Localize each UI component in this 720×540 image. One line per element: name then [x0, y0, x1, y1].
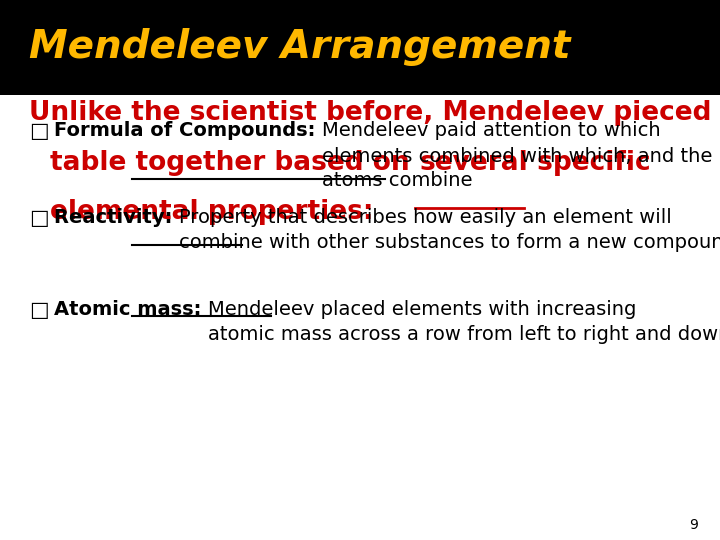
Text: Property that describes how easily an element will
combine with other substances: Property that describes how easily an el…	[179, 208, 720, 252]
Text: □: □	[29, 300, 48, 320]
Text: Unlike the scientist before, Mendeleev pieced the: Unlike the scientist before, Mendeleev p…	[29, 100, 720, 126]
Text: Reactivity: Reactivity	[54, 208, 165, 227]
Text: Mendeleev placed elements with increasing
atomic mass across a row from left to : Mendeleev placed elements with increasin…	[208, 300, 720, 343]
Text: Formula of Compounds:: Formula of Compounds:	[54, 122, 322, 140]
Text: Formula of Compounds: Formula of Compounds	[54, 122, 307, 140]
FancyBboxPatch shape	[0, 0, 720, 94]
Text: 9: 9	[690, 518, 698, 532]
Text: Atomic mass: Atomic mass	[54, 300, 194, 319]
Text: □: □	[29, 122, 48, 141]
Text: specific: specific	[528, 150, 651, 176]
Text: Mendeleev paid attention to which
elements combined with which, and the ratios i: Mendeleev paid attention to which elemen…	[322, 122, 720, 191]
Text: several: several	[419, 150, 528, 176]
Text: Reactivity:: Reactivity:	[54, 208, 179, 227]
Text: Atomic mass:: Atomic mass:	[54, 300, 208, 319]
Text: elemental properties:: elemental properties:	[50, 199, 374, 225]
Text: Mendeleev Arrangement: Mendeleev Arrangement	[29, 28, 570, 66]
Text: □: □	[29, 208, 48, 228]
Text: table together based on: table together based on	[50, 150, 419, 176]
